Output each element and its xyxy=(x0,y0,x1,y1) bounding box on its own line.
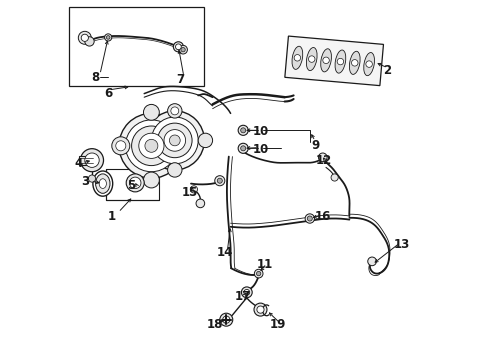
Circle shape xyxy=(254,303,267,316)
Ellipse shape xyxy=(292,46,303,69)
FancyBboxPatch shape xyxy=(106,169,159,200)
Ellipse shape xyxy=(96,174,110,193)
Text: 6: 6 xyxy=(104,87,112,100)
Circle shape xyxy=(318,153,327,162)
Ellipse shape xyxy=(321,49,331,72)
Circle shape xyxy=(257,306,264,313)
Text: 10: 10 xyxy=(253,143,270,156)
Text: 17: 17 xyxy=(235,291,251,303)
Circle shape xyxy=(129,177,141,189)
Text: 15: 15 xyxy=(182,186,198,199)
Circle shape xyxy=(294,55,301,61)
Text: 16: 16 xyxy=(314,210,331,222)
Text: 5: 5 xyxy=(127,179,136,192)
Circle shape xyxy=(257,271,261,276)
Circle shape xyxy=(145,111,204,170)
Circle shape xyxy=(198,133,213,148)
Circle shape xyxy=(126,174,144,192)
Circle shape xyxy=(242,287,252,298)
Circle shape xyxy=(241,128,245,133)
Ellipse shape xyxy=(335,50,346,73)
FancyBboxPatch shape xyxy=(79,156,93,165)
Circle shape xyxy=(144,104,159,120)
Circle shape xyxy=(171,107,179,115)
Text: 1: 1 xyxy=(108,210,116,222)
Circle shape xyxy=(132,126,171,166)
Circle shape xyxy=(173,42,183,52)
Text: 19: 19 xyxy=(269,318,286,330)
Circle shape xyxy=(337,58,343,65)
Circle shape xyxy=(196,199,205,208)
Circle shape xyxy=(145,139,158,152)
Text: 18: 18 xyxy=(206,318,222,330)
Circle shape xyxy=(241,146,245,151)
Circle shape xyxy=(78,31,91,44)
Circle shape xyxy=(106,36,110,39)
Circle shape xyxy=(81,34,88,41)
Circle shape xyxy=(104,34,112,41)
Circle shape xyxy=(244,289,250,295)
Circle shape xyxy=(220,313,233,326)
Ellipse shape xyxy=(364,53,374,76)
Circle shape xyxy=(179,45,187,54)
Circle shape xyxy=(215,176,225,186)
Circle shape xyxy=(175,44,181,50)
Circle shape xyxy=(168,104,182,118)
Ellipse shape xyxy=(306,48,317,71)
Text: 13: 13 xyxy=(393,238,410,251)
Circle shape xyxy=(125,120,177,172)
Circle shape xyxy=(80,149,103,172)
Ellipse shape xyxy=(93,171,113,196)
Circle shape xyxy=(170,135,180,146)
FancyBboxPatch shape xyxy=(69,7,204,86)
Circle shape xyxy=(85,37,94,46)
Text: 7: 7 xyxy=(176,73,184,86)
Text: 2: 2 xyxy=(383,64,391,77)
Circle shape xyxy=(368,257,376,266)
Circle shape xyxy=(88,175,96,182)
Circle shape xyxy=(190,186,197,193)
Circle shape xyxy=(305,214,315,223)
Text: 11: 11 xyxy=(257,258,273,271)
Ellipse shape xyxy=(99,179,106,189)
Circle shape xyxy=(366,61,372,67)
Text: 10: 10 xyxy=(253,125,270,138)
Circle shape xyxy=(222,316,230,323)
Circle shape xyxy=(181,48,185,52)
Circle shape xyxy=(168,163,182,177)
Text: 4: 4 xyxy=(74,157,83,170)
Circle shape xyxy=(112,137,130,155)
Circle shape xyxy=(351,60,358,66)
Circle shape xyxy=(254,269,263,278)
Circle shape xyxy=(217,178,222,183)
Circle shape xyxy=(139,133,164,158)
Text: 12: 12 xyxy=(316,154,332,167)
Text: 9: 9 xyxy=(311,139,319,152)
Text: 14: 14 xyxy=(217,246,233,258)
Circle shape xyxy=(331,174,338,181)
Circle shape xyxy=(151,117,198,164)
Circle shape xyxy=(309,56,315,62)
Circle shape xyxy=(238,143,248,153)
Circle shape xyxy=(157,123,192,158)
Text: 8: 8 xyxy=(92,71,100,84)
Circle shape xyxy=(116,141,126,151)
Circle shape xyxy=(164,130,186,151)
FancyBboxPatch shape xyxy=(285,36,384,86)
Ellipse shape xyxy=(349,51,360,75)
Circle shape xyxy=(119,113,184,178)
Circle shape xyxy=(144,172,159,188)
Circle shape xyxy=(323,57,329,64)
Circle shape xyxy=(238,125,248,135)
Circle shape xyxy=(307,216,312,221)
Text: 3: 3 xyxy=(81,175,89,188)
Circle shape xyxy=(85,153,99,167)
